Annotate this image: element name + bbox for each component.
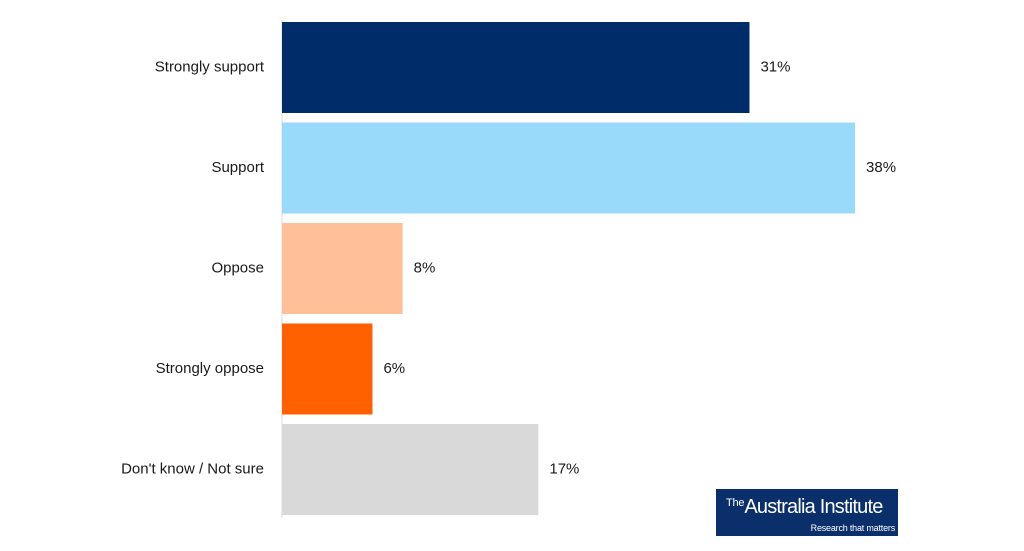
value-label-don-t-know-not-sure: 17% [549,460,579,477]
bar-support [282,122,856,214]
category-label-support: Support [211,159,264,176]
value-label-strongly-support: 31% [760,58,790,75]
value-label-support: 38% [866,159,896,176]
logo-wordmark: TheAustralia Institute [726,497,883,517]
logo-tagline: Research that matters [810,523,896,533]
value-label-oppose: 8% [414,259,436,276]
category-label-oppose: Oppose [211,259,264,276]
bar-strongly-oppose [282,323,373,415]
category-label-strongly-support: Strongly support [155,58,265,75]
bar-don-t-know-not-sure [282,424,539,515]
bar-strongly-support [282,22,750,113]
category-label-strongly-oppose: Strongly oppose [156,360,264,377]
bar-oppose [282,223,403,314]
logo-name: Australia Institute [744,496,883,518]
bars-layer: Strongly support 31% Support 38% Oppose 8% Str… [121,22,896,515]
logo-prefix: The [726,497,745,509]
value-label-strongly-oppose: 6% [383,360,405,377]
australia-institute-logo: TheAustralia Institute Research that mat… [716,489,898,536]
category-label-don-t-know-not-sure: Don't know / Not sure [121,460,264,477]
